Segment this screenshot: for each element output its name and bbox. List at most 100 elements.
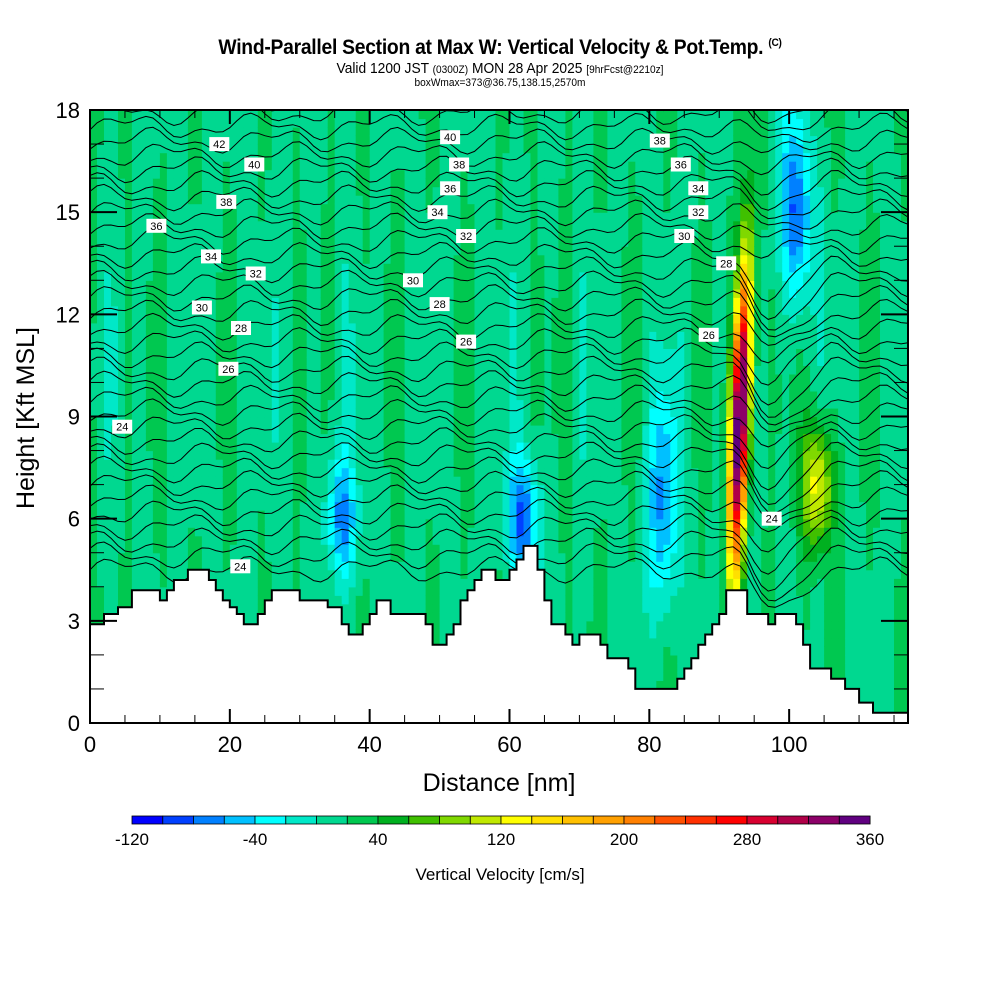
w-cell bbox=[376, 339, 385, 349]
w-cell bbox=[125, 467, 133, 477]
w-cell bbox=[264, 356, 273, 366]
w-cell bbox=[404, 220, 413, 230]
w-cell bbox=[404, 408, 413, 418]
w-cell bbox=[390, 135, 399, 145]
w-cell bbox=[411, 229, 420, 239]
w-cell bbox=[453, 314, 462, 324]
w-cell bbox=[425, 110, 434, 120]
w-cell bbox=[355, 161, 364, 171]
w-cell bbox=[348, 195, 357, 205]
w-cell bbox=[159, 442, 168, 452]
w-cell bbox=[341, 186, 350, 196]
w-cell bbox=[481, 271, 490, 281]
w-cell bbox=[152, 450, 161, 460]
w-cell bbox=[222, 263, 231, 273]
w-cell bbox=[173, 186, 182, 196]
w-cell bbox=[502, 382, 511, 392]
w-cell bbox=[299, 544, 308, 554]
w-cell bbox=[418, 297, 427, 307]
w-cell bbox=[327, 110, 336, 120]
w-cell bbox=[334, 178, 343, 188]
w-cell bbox=[285, 552, 294, 562]
w-cell bbox=[264, 348, 273, 358]
w-cell bbox=[90, 442, 98, 452]
w-cell bbox=[111, 476, 119, 486]
w-cell bbox=[313, 229, 322, 239]
w-cell bbox=[111, 203, 119, 213]
w-cell bbox=[229, 135, 238, 145]
w-cell bbox=[166, 254, 175, 264]
w-cell bbox=[537, 331, 546, 341]
w-cell bbox=[488, 212, 497, 222]
w-cell bbox=[565, 348, 573, 358]
w-cell bbox=[243, 331, 252, 341]
w-cell bbox=[145, 408, 154, 418]
w-cell bbox=[397, 484, 406, 494]
w-cell bbox=[530, 110, 539, 120]
w-cell bbox=[481, 186, 490, 196]
w-cell bbox=[418, 254, 427, 264]
w-cell bbox=[306, 391, 315, 401]
w-cell bbox=[418, 484, 427, 494]
w-cell bbox=[118, 510, 126, 520]
w-cell bbox=[118, 476, 126, 486]
w-cell bbox=[243, 459, 252, 469]
w-cell bbox=[425, 161, 434, 171]
w-cell bbox=[376, 493, 385, 503]
w-cell bbox=[453, 586, 462, 596]
w-cell bbox=[250, 118, 259, 128]
w-cell bbox=[125, 152, 133, 162]
w-cell bbox=[90, 510, 98, 520]
w-cell bbox=[278, 297, 287, 307]
w-cell bbox=[425, 178, 434, 188]
w-cell bbox=[201, 442, 210, 452]
w-cell bbox=[313, 135, 322, 145]
w-cell bbox=[90, 118, 98, 128]
w-cell bbox=[481, 195, 490, 205]
w-cell bbox=[229, 263, 238, 273]
w-cell bbox=[180, 467, 189, 477]
w-cell bbox=[544, 442, 552, 452]
w-cell bbox=[551, 280, 559, 290]
w-cell bbox=[334, 144, 343, 154]
w-cell bbox=[558, 280, 566, 290]
w-cell bbox=[495, 552, 504, 562]
w-cell bbox=[488, 186, 497, 196]
w-cell bbox=[376, 408, 385, 418]
w-cell bbox=[418, 569, 427, 579]
w-cell bbox=[530, 220, 539, 230]
w-cell bbox=[292, 459, 301, 469]
w-cell bbox=[397, 569, 406, 579]
w-cell bbox=[271, 263, 280, 273]
w-cell bbox=[516, 399, 525, 409]
w-cell bbox=[439, 382, 448, 392]
w-cell bbox=[362, 501, 371, 511]
w-cell bbox=[292, 399, 301, 409]
w-cell bbox=[285, 220, 294, 230]
w-cell bbox=[327, 544, 336, 554]
w-cell bbox=[320, 212, 329, 222]
w-cell bbox=[313, 510, 322, 520]
w-cell bbox=[173, 356, 182, 366]
w-cell bbox=[264, 467, 273, 477]
w-cell bbox=[187, 348, 196, 358]
w-cell bbox=[159, 391, 168, 401]
w-cell bbox=[306, 518, 315, 528]
w-cell bbox=[383, 229, 392, 239]
w-cell bbox=[467, 348, 476, 358]
w-cell bbox=[173, 331, 182, 341]
w-cell bbox=[537, 348, 546, 358]
w-cell bbox=[299, 442, 308, 452]
w-cell bbox=[278, 527, 287, 537]
w-cell bbox=[138, 127, 147, 137]
w-cell bbox=[90, 152, 98, 162]
w-cell bbox=[530, 152, 539, 162]
w-cell bbox=[446, 152, 455, 162]
w-cell bbox=[460, 484, 469, 494]
w-cell bbox=[222, 152, 231, 162]
w-cell bbox=[516, 305, 525, 315]
w-cell bbox=[229, 280, 238, 290]
w-cell bbox=[97, 365, 105, 375]
w-cell bbox=[516, 280, 525, 290]
w-cell bbox=[236, 144, 245, 154]
